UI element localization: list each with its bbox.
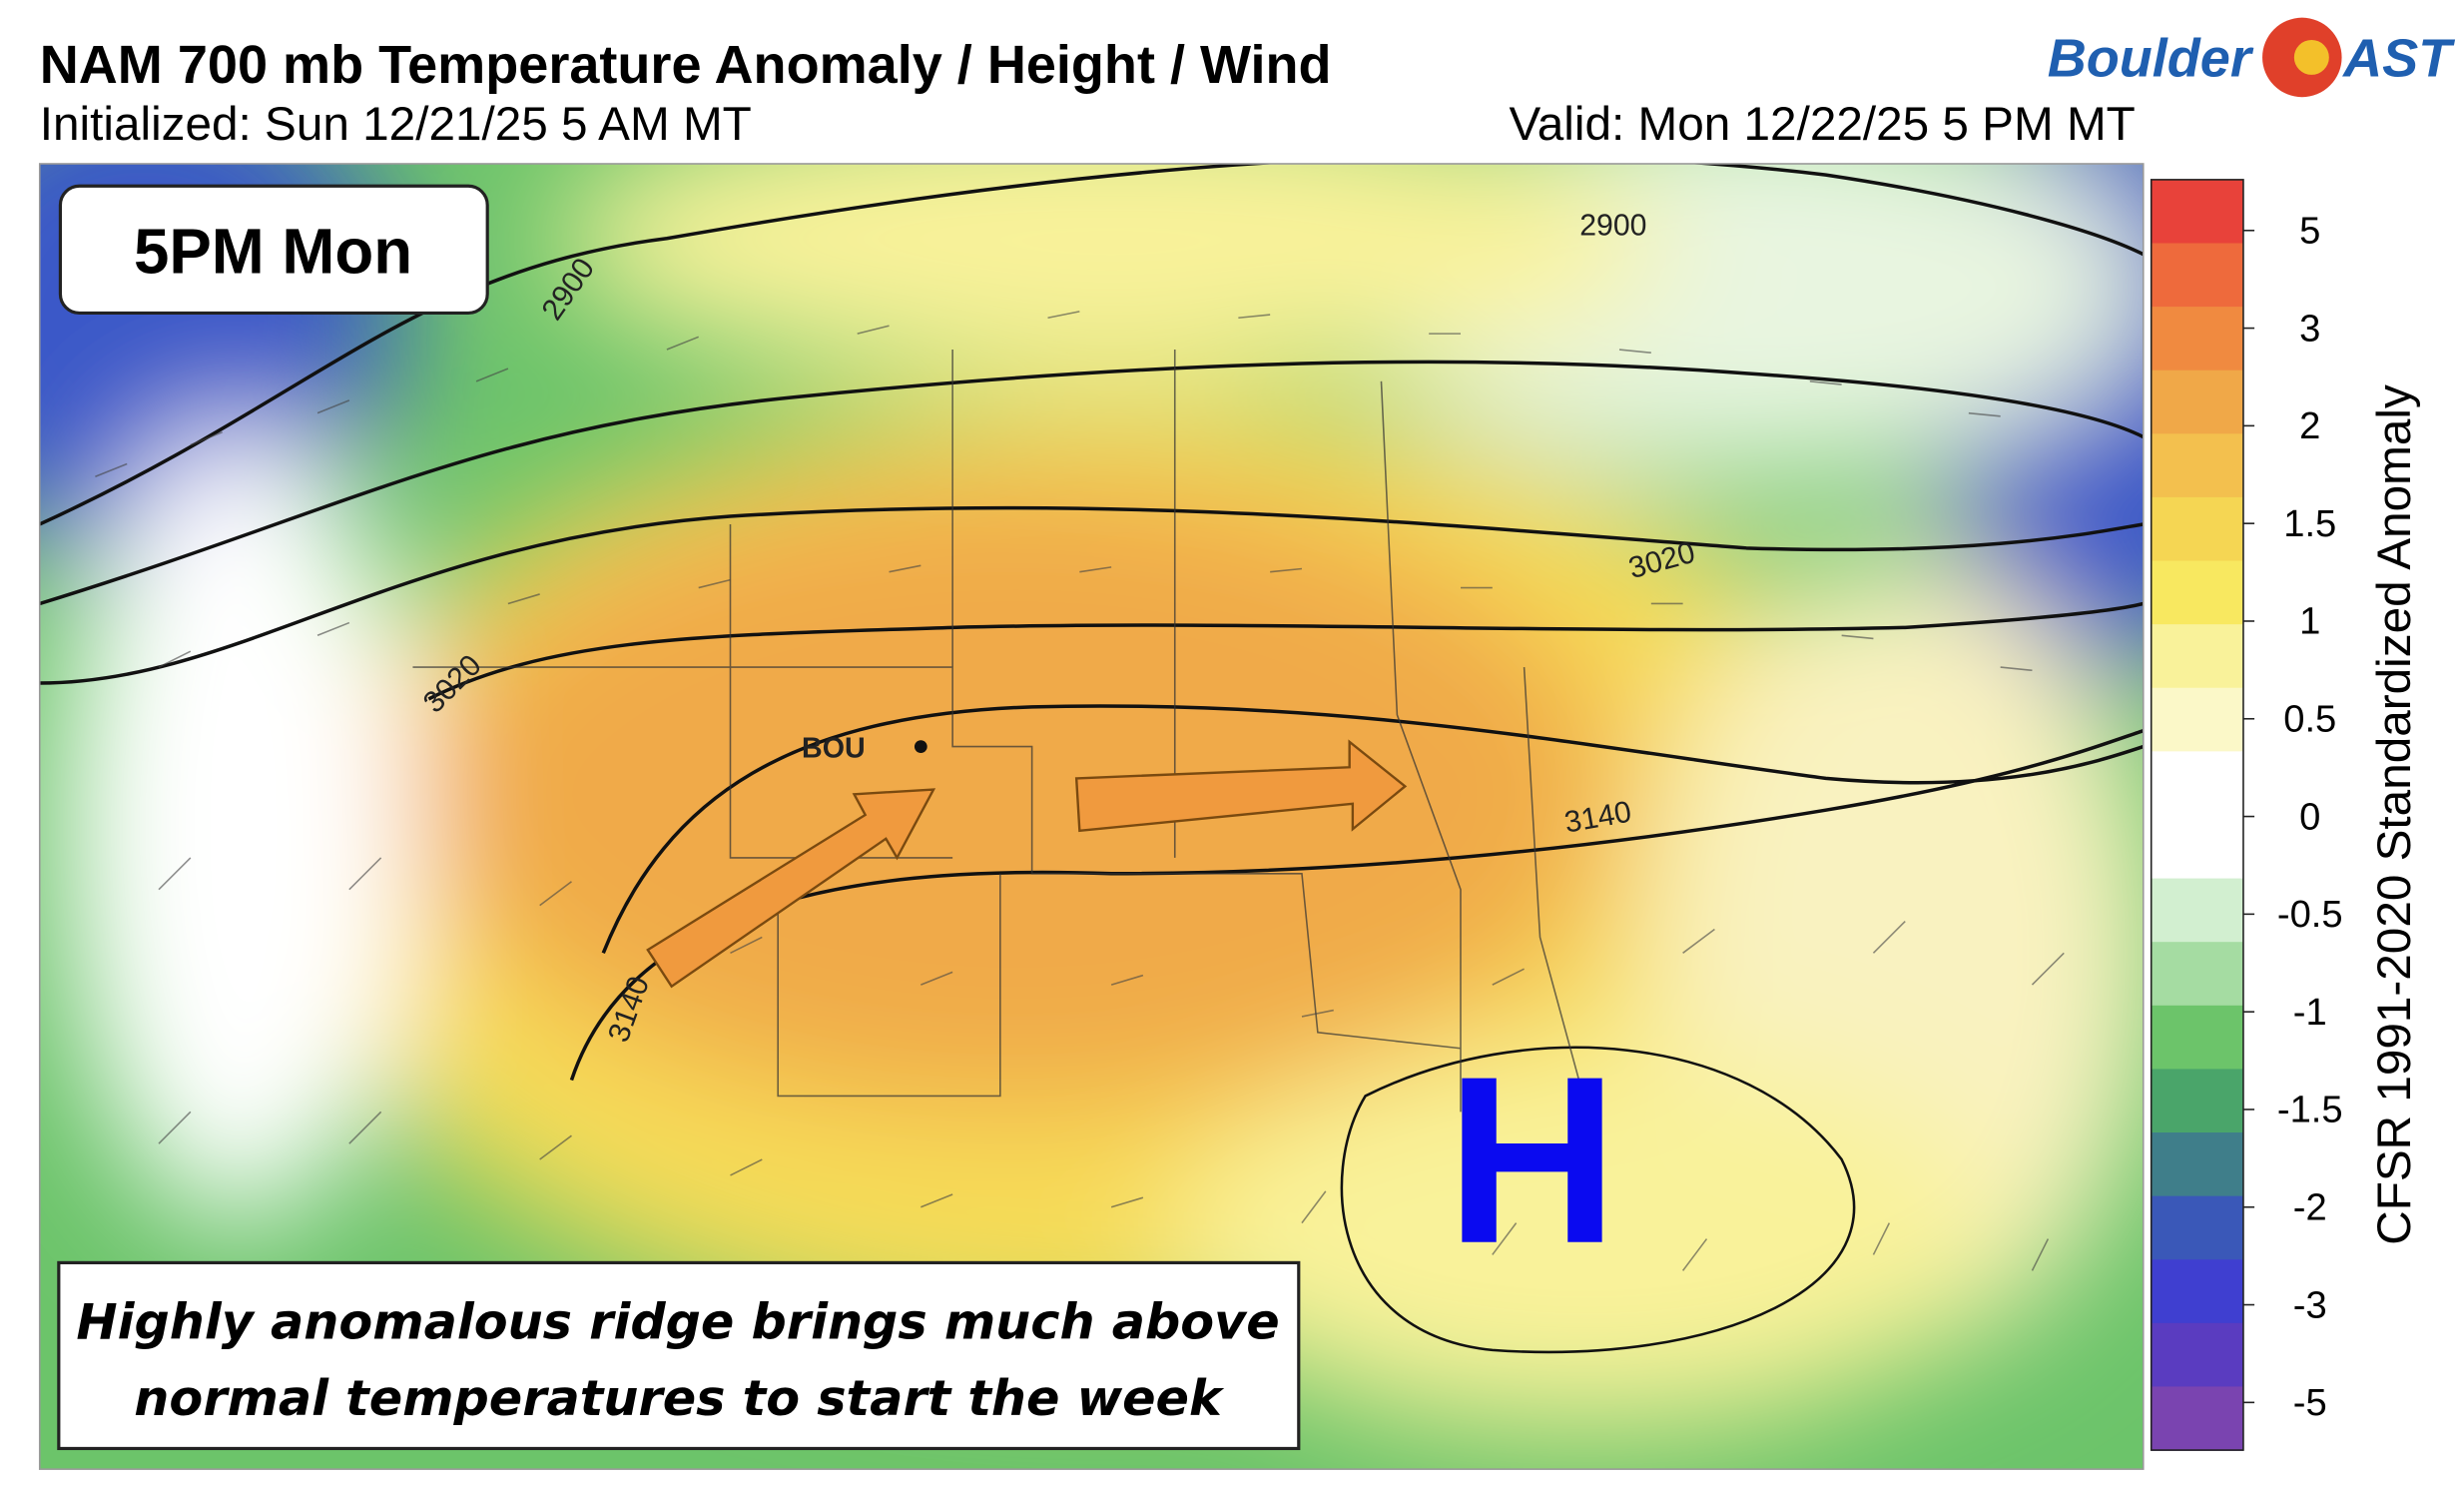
station-dot bbox=[914, 740, 927, 753]
colorbar-segment bbox=[2151, 878, 2243, 943]
map: 2900 2900 3020 3020 3140 3140 BOU H 5PM … bbox=[39, 163, 2144, 1470]
colorbar-segment bbox=[2151, 560, 2243, 625]
colorbar-segment bbox=[2151, 370, 2243, 435]
caption-line: normal temperatures to start the week bbox=[134, 1369, 1225, 1427]
colorbar-segment bbox=[2151, 307, 2243, 372]
colorbar-segment bbox=[2151, 1195, 2243, 1261]
colorbar-segment bbox=[2151, 179, 2243, 245]
title: NAM 700 mb Temperature Anomaly / Height … bbox=[40, 35, 1332, 95]
colorbar-label: 1 bbox=[2299, 600, 2320, 643]
colorbar-label: -3 bbox=[2293, 1283, 2327, 1326]
logo: Boulder AST bbox=[2048, 17, 2455, 98]
caption-line: Highly anomalous ridge brings much above bbox=[76, 1293, 1279, 1351]
colorbar-label: -1.5 bbox=[2277, 1089, 2343, 1131]
logo-icon bbox=[2293, 39, 2329, 75]
arrow bbox=[1074, 739, 1408, 833]
logo-text: AST bbox=[2341, 29, 2455, 89]
logo-text: Boulder bbox=[2048, 29, 2254, 89]
colorbar-frame bbox=[2150, 179, 2244, 1451]
station-label: BOU bbox=[802, 733, 866, 765]
map-frame bbox=[38, 163, 2145, 1470]
colorbar-label: 0.5 bbox=[2283, 697, 2336, 740]
time-label: 5PM Mon bbox=[134, 217, 412, 288]
time-box bbox=[58, 184, 489, 316]
colorbar-segment bbox=[2151, 243, 2243, 308]
valid-time: Valid: Mon 12/22/25 5 PM MT bbox=[1510, 98, 2136, 151]
colorbar-title: CFSR 1991-2020 Standardized Anomaly bbox=[2368, 384, 2421, 1245]
colorbar-segment bbox=[2151, 1259, 2243, 1324]
colorbar-label: -0.5 bbox=[2277, 893, 2343, 936]
colorbar: 5 3 2 1.5 1 0.5 0 -0.5 -1 -1.5 -2 -3 -5 bbox=[2150, 179, 2343, 1451]
colorbar-segment bbox=[2151, 942, 2243, 1007]
colorbar-segment bbox=[2151, 751, 2243, 816]
init-time: Initialized: Sun 12/21/25 5 AM MT bbox=[40, 98, 752, 151]
colorbar-segment bbox=[2151, 1386, 2243, 1451]
colorbar-segment bbox=[2151, 1069, 2243, 1133]
colorbar-label: 1.5 bbox=[2283, 502, 2336, 545]
caption-box bbox=[57, 1260, 1301, 1451]
colorbar-label: -1 bbox=[2293, 991, 2327, 1034]
colorbar-segment bbox=[2151, 496, 2243, 562]
colorbar-label: 5 bbox=[2299, 209, 2320, 252]
colorbar-segment bbox=[2151, 1322, 2243, 1388]
high-pressure-label: H bbox=[1446, 1027, 1617, 1293]
colorbar-segment bbox=[2151, 433, 2243, 498]
colorbar-label: -5 bbox=[2293, 1381, 2327, 1424]
colorbar-segment bbox=[2151, 687, 2243, 753]
colorbar-label: 2 bbox=[2299, 404, 2320, 447]
colorbar-segment bbox=[2151, 624, 2243, 689]
colorbar-label: 3 bbox=[2299, 307, 2320, 350]
colorbar-label: 0 bbox=[2299, 795, 2320, 838]
contour-label: 2900 bbox=[1579, 210, 1646, 243]
arrow bbox=[646, 788, 936, 989]
colorbar-label: -2 bbox=[2293, 1185, 2327, 1228]
colorbar-segment bbox=[2151, 814, 2243, 880]
colorbar-segment bbox=[2151, 1132, 2243, 1197]
colorbar-segment bbox=[2151, 1005, 2243, 1071]
